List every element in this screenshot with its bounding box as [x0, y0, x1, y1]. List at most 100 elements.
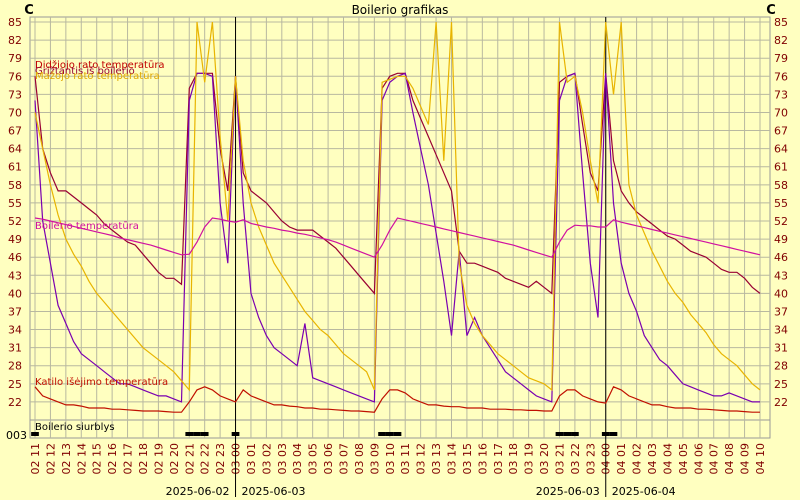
y-tick-label: 67: [8, 125, 22, 138]
x-tick-label: 03 22: [569, 443, 582, 475]
x-tick-label: 02 18: [137, 443, 150, 475]
y-tick-label: 37: [8, 305, 22, 318]
x-tick-label: 02 22: [199, 443, 212, 475]
y-tick-label-right: 22: [774, 396, 788, 409]
series-label: Grįžtantis iš boilerio: [35, 65, 135, 77]
x-tick-label: 03 14: [445, 443, 458, 475]
x-tick-label: 02 21: [183, 443, 196, 475]
y-tick-label: 34: [8, 324, 22, 337]
series-line: [34, 72, 760, 403]
y-tick-label-right: 28: [774, 360, 788, 373]
date-label-left: 2025-06-02: [166, 485, 230, 498]
y-tick-label-right: 61: [774, 161, 788, 174]
y-tick-label: 76: [8, 70, 22, 83]
x-tick-label: 02 15: [91, 443, 104, 475]
y-tick-label-right: 79: [774, 52, 788, 65]
pump-bar: [193, 432, 201, 436]
series-line: [34, 72, 761, 295]
x-tick-label: 04 05: [677, 443, 690, 475]
pump-bar: [571, 432, 579, 436]
y-tick-label-right: 67: [774, 125, 788, 138]
pump-bar: [555, 432, 564, 436]
y-tick-label-right: 40: [774, 287, 788, 300]
series-label: Mažojo rato temperatūra: [35, 70, 160, 82]
x-tick-label: 03 20: [538, 443, 551, 475]
pump-label: Boilerio siurblys: [35, 422, 115, 433]
x-tick-label: 02 14: [75, 443, 88, 475]
x-tick-label: 03 02: [260, 443, 273, 475]
x-tick-label: 02 23: [214, 443, 227, 475]
unit-left: C: [24, 3, 34, 18]
x-tick-label: 04 09: [739, 443, 752, 475]
y-tick-label-right: 55: [774, 197, 788, 210]
date-label-right: 2025-06-03: [242, 485, 306, 498]
y-tick-label-right: 46: [774, 251, 788, 264]
pump-bar: [601, 432, 610, 436]
y-tick-label-right: 31: [774, 342, 788, 355]
pump-bar: [563, 432, 572, 436]
y-tick-label: 61: [8, 161, 22, 174]
x-tick-label: 03 13: [430, 443, 443, 475]
date-label-right: 2025-06-04: [612, 485, 676, 498]
pump-bar: [609, 432, 618, 436]
y-tick-label: 40: [8, 287, 22, 300]
series-line: [34, 386, 760, 413]
x-tick-label: 04 10: [754, 443, 767, 475]
x-tick-label: 03 08: [353, 443, 366, 475]
x-tick-label: 03 23: [584, 443, 597, 475]
y-tick-label-right: 82: [774, 34, 788, 47]
pump-bar: [185, 432, 194, 436]
x-tick-label: 02 19: [152, 443, 165, 475]
y-tick-label-right: 85: [774, 16, 788, 29]
y-tick-label-right: 37: [774, 305, 788, 318]
pump-axis-label: 003: [6, 429, 27, 442]
y-tick-label: 79: [8, 52, 22, 65]
x-tick-label: 03 18: [507, 443, 520, 475]
x-tick-label: 04 01: [615, 443, 628, 475]
x-tick-label: 02 17: [122, 443, 135, 475]
x-tick-label: 02 16: [106, 443, 119, 475]
x-tick-label: 04 02: [631, 443, 644, 475]
unit-right: C: [766, 3, 776, 18]
y-tick-label: 22: [8, 396, 22, 409]
x-tick-label: 04 03: [646, 443, 659, 475]
x-tick-label: 03 21: [553, 443, 566, 475]
x-tick-label: 02 11: [29, 443, 42, 475]
series-line: [34, 217, 761, 258]
y-tick-label: 46: [8, 251, 22, 264]
x-tick-label: 03 07: [338, 443, 351, 475]
x-tick-label: 03 10: [384, 443, 397, 475]
x-tick-label: 03 09: [368, 443, 381, 475]
y-tick-label-right: 43: [774, 269, 788, 282]
x-tick-label: 04 06: [692, 443, 705, 475]
y-tick-label: 70: [8, 106, 22, 119]
y-tick-label: 64: [8, 143, 22, 156]
y-tick-label-right: 52: [774, 215, 788, 228]
x-tick-label: 02 20: [168, 443, 181, 475]
series-label: Boilerio temperatūra: [35, 221, 139, 232]
y-tick-label: 52: [8, 215, 22, 228]
x-tick-label: 03 19: [523, 443, 536, 475]
series-label: Katilo išėjimo temperatūra: [35, 376, 168, 388]
x-tick-label: 03 01: [245, 443, 258, 475]
plot-frame: [29, 16, 771, 439]
pump-bar: [231, 432, 240, 436]
series-label: Didžiojo rato temperatūra: [35, 59, 165, 71]
x-tick-label: 03 05: [307, 443, 320, 475]
y-tick-label: 28: [8, 360, 22, 373]
pump-bar: [31, 432, 39, 436]
date-label-left: 2025-06-03: [536, 485, 600, 498]
y-tick-label: 43: [8, 269, 22, 282]
y-tick-label: 49: [8, 233, 22, 246]
x-tick-label: 04 04: [661, 443, 674, 475]
x-tick-label: 02 12: [44, 443, 57, 475]
y-tick-label: 85: [8, 16, 22, 29]
x-tick-label: 03 17: [492, 443, 505, 475]
y-tick-label-right: 70: [774, 106, 788, 119]
pump-bar: [393, 432, 402, 436]
x-tick-label: 03 03: [276, 443, 289, 475]
x-tick-label: 03 16: [476, 443, 489, 475]
series-line: [34, 21, 761, 392]
